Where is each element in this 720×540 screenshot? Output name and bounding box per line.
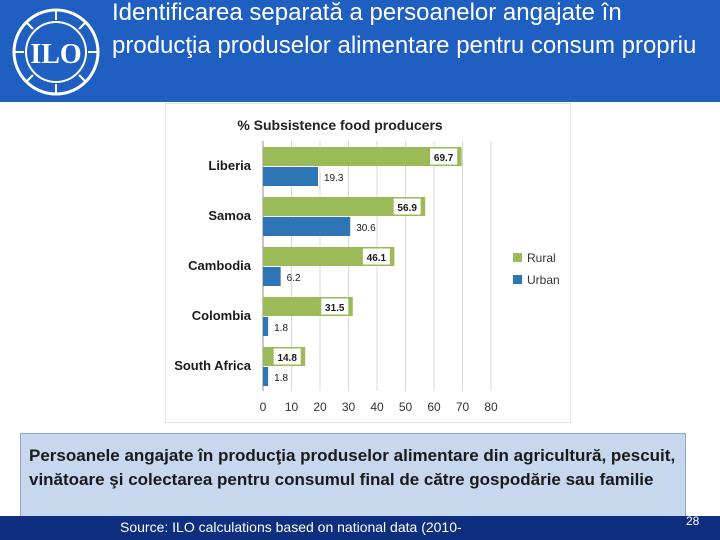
- x-tick-label: 20: [313, 400, 327, 414]
- bar-urban: [263, 367, 269, 386]
- definition-box: Persoanele angajate în producţia produse…: [20, 433, 686, 517]
- category-label: Colombia: [192, 308, 252, 323]
- footer-bar: [0, 516, 720, 540]
- source-note: Source: ILO calculations based on nation…: [120, 519, 462, 535]
- category-label: Liberia: [208, 158, 251, 173]
- x-tick-label: 70: [456, 400, 470, 414]
- data-label-box: [392, 197, 422, 216]
- x-tick-label: 40: [370, 400, 384, 414]
- data-label: 1.8: [274, 323, 288, 334]
- bar-rural: [263, 197, 426, 216]
- x-tick-label: 10: [285, 400, 299, 414]
- data-label: 31.5: [325, 303, 345, 314]
- chart-title: % Subsistence food producers: [237, 117, 443, 133]
- x-tick-label: 50: [399, 400, 413, 414]
- data-label: 19.3: [324, 173, 344, 184]
- x-tick-label: 30: [342, 400, 356, 414]
- bar-rural: [263, 147, 462, 166]
- data-label-box: [361, 247, 391, 266]
- legend-swatch: [513, 275, 522, 284]
- bar-rural: [263, 247, 395, 266]
- x-tick-label: 0: [260, 400, 267, 414]
- x-tick-label: 80: [484, 400, 498, 414]
- data-label: 14.8: [277, 353, 297, 364]
- data-label: 30.6: [356, 223, 376, 234]
- legend-swatch: [513, 253, 522, 262]
- title-bar: ILO Identificarea separată a persoanelor…: [0, 0, 720, 102]
- x-tick-label: 60: [427, 400, 441, 414]
- slide-title: Identificarea separată a persoanelor ang…: [112, 0, 697, 59]
- ilo-logo-icon: ILO: [12, 8, 100, 96]
- subsistence-bar-chart: % Subsistence food producers 0 10 20 30 40 50…: [165, 103, 571, 423]
- data-label: 46.1: [367, 253, 387, 264]
- data-label-box: [320, 297, 350, 316]
- legend-label: Urban: [527, 273, 560, 287]
- bar-urban: [263, 317, 269, 336]
- category-label: Cambodia: [188, 258, 252, 273]
- data-label: 6.2: [287, 273, 301, 284]
- data-label-box: [429, 147, 459, 166]
- bar-urban: [263, 167, 319, 186]
- data-label-box: [272, 347, 302, 366]
- category-label: Samoa: [208, 208, 251, 223]
- bar-urban: [263, 217, 351, 236]
- logo-text: ILO: [30, 39, 81, 70]
- category-label: South Africa: [174, 358, 252, 373]
- data-label: 69.7: [434, 153, 454, 164]
- legend-label: Rural: [527, 251, 556, 265]
- page-number: 28: [686, 514, 700, 528]
- data-label: 56.9: [397, 203, 417, 214]
- bar-urban: [263, 267, 281, 286]
- data-label: 1.8: [274, 373, 288, 384]
